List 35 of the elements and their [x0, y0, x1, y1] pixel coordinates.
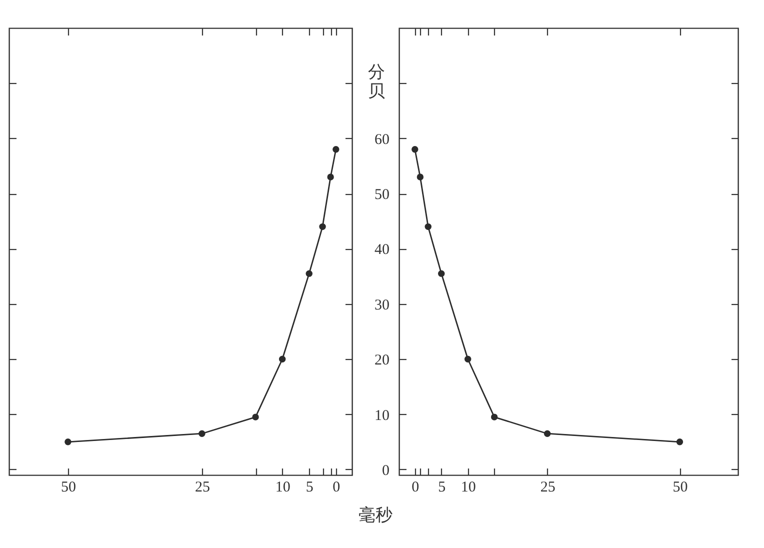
point — [544, 430, 551, 437]
point — [416, 174, 424, 180]
x-tick-label: 5 — [438, 480, 446, 496]
y-tick-label: 30 — [374, 297, 390, 314]
point — [319, 223, 326, 230]
point — [327, 174, 334, 180]
x-tick-label: 0 — [332, 480, 340, 496]
point — [278, 356, 286, 362]
x-tick-label: 50 — [60, 480, 76, 496]
x-tick-label: 5 — [306, 480, 314, 496]
point — [464, 356, 472, 362]
point — [306, 270, 312, 277]
x-axis-title: 毫秒 — [358, 506, 392, 524]
x-tick-label: 25 — [194, 480, 210, 496]
point — [64, 438, 72, 446]
y-axis-title: 分贝 — [368, 62, 385, 100]
x-tick-label: 10 — [460, 480, 476, 496]
y-tick-label: 0 — [382, 462, 390, 479]
point — [490, 414, 498, 420]
point — [412, 146, 418, 153]
point — [332, 146, 340, 153]
x-tick-label: 25 — [540, 480, 556, 496]
y-tick-label: 40 — [374, 242, 390, 258]
point — [198, 430, 206, 437]
y-tick-label: 60 — [374, 132, 390, 148]
x-tick-label: 10 — [275, 480, 290, 496]
point — [676, 438, 684, 446]
point — [424, 223, 432, 230]
x-tick-label: 0 — [412, 480, 420, 496]
y-tick-label: 20 — [374, 352, 390, 369]
point — [252, 414, 259, 420]
x-tick-label: 50 — [672, 480, 688, 496]
point — [438, 270, 445, 277]
y-tick-label: 10 — [374, 408, 390, 424]
y-tick-label: 50 — [374, 187, 390, 204]
